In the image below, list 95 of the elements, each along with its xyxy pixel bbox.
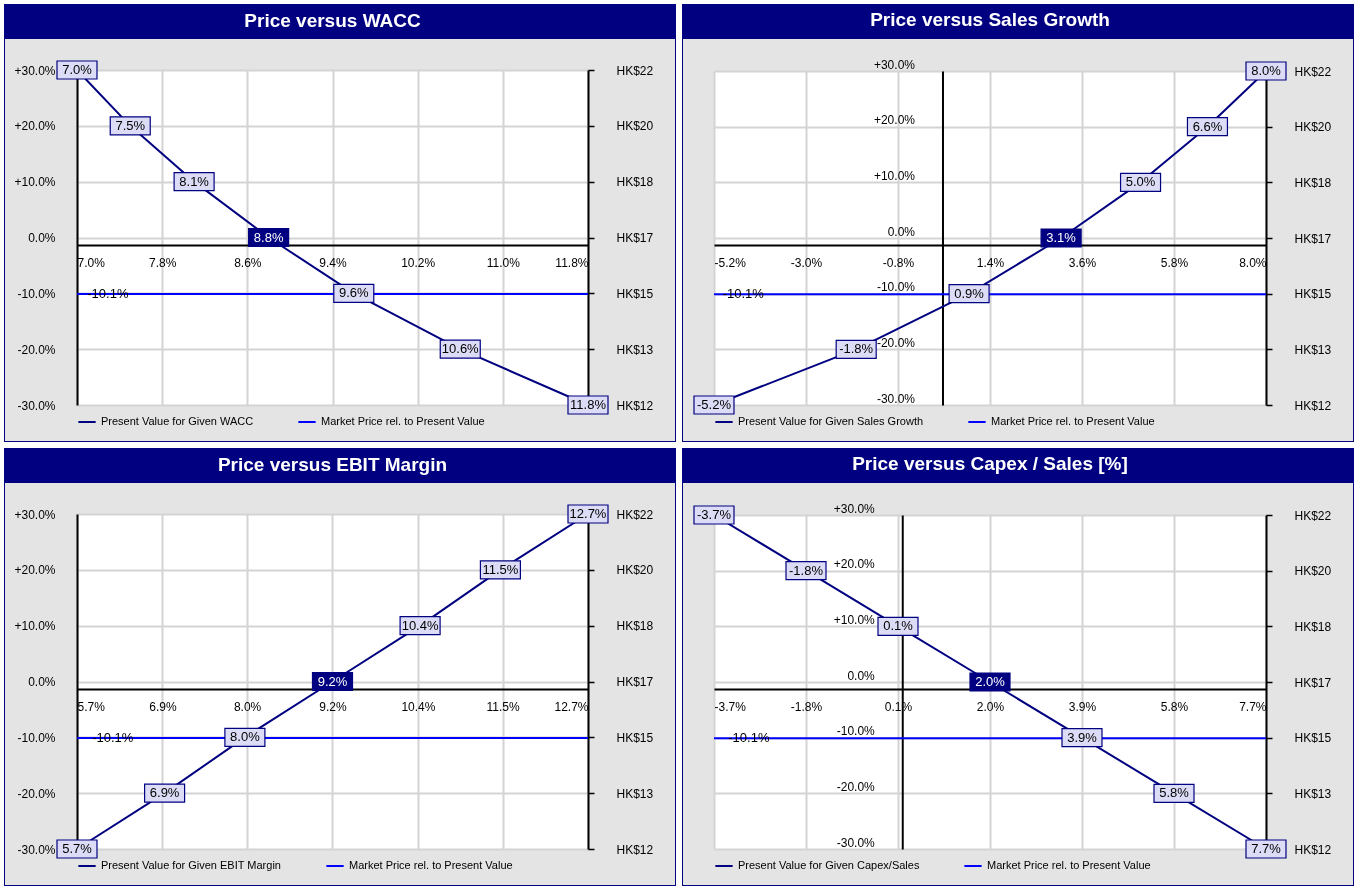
category-label: HK$20: [1294, 120, 1332, 135]
y-tick-label: -10.0%: [836, 724, 876, 739]
y-tick-label: -30.0%: [836, 835, 876, 850]
x-tick-label: 7.8%: [148, 255, 177, 270]
y-tick-label: +30.0%: [873, 57, 916, 72]
x-tick-label: -5.2%: [714, 255, 747, 270]
x-tick-label: 11.5%: [486, 699, 520, 714]
category-label: HK$18: [616, 619, 654, 634]
y-tick-label: +20.0%: [14, 563, 56, 578]
category-label: HK$15: [616, 286, 654, 301]
y-tick-label: -30.0%: [17, 398, 56, 413]
x-tick-label: 5.8%: [1160, 699, 1189, 714]
x-tick-label: 7.7%: [1239, 699, 1267, 714]
category-label: HK$22: [616, 507, 654, 522]
category-label: HK$15: [1294, 287, 1332, 302]
y-tick-label: +10.0%: [14, 619, 56, 634]
x-tick-label: -3.0%: [790, 255, 823, 270]
y-tick-label: -30.0%: [876, 391, 916, 406]
category-label: HK$12: [616, 398, 654, 413]
y-tick-label: 0.0%: [847, 668, 876, 683]
category-label: HK$18: [1294, 175, 1332, 190]
legend-label: Market Price rel. to Present Value: [349, 859, 513, 871]
y-tick-label: +20.0%: [14, 119, 56, 134]
y-tick-label: +20.0%: [873, 113, 916, 128]
category-label: HK$17: [616, 675, 654, 689]
category-label: HK$13: [1294, 786, 1332, 801]
x-tick-label: 8.0%: [1239, 255, 1267, 270]
category-label: HK$20: [616, 563, 654, 578]
x-tick-label: 11.0%: [486, 255, 521, 270]
x-tick-label: 7.0%: [77, 255, 106, 270]
category-label: HK$22: [616, 63, 654, 78]
y-tick-label: +30.0%: [14, 63, 56, 78]
category-label: HK$18: [616, 175, 654, 190]
category-label: HK$12: [1294, 842, 1332, 857]
category-label: HK$17: [1294, 675, 1332, 690]
category-label: HK$17: [1294, 231, 1332, 246]
chart-title: Price versus Sales Growth: [870, 9, 1110, 30]
y-tick-label: 0.0%: [28, 675, 56, 689]
category-label: HK$20: [1294, 564, 1332, 579]
category-label: HK$20: [616, 119, 654, 134]
x-tick-label: 11.8%: [555, 255, 589, 270]
x-tick-label: 6.9%: [149, 699, 177, 714]
category-label: HK$22: [1294, 64, 1332, 79]
y-tick-label: 0.0%: [887, 224, 916, 239]
legend-label: Present Value for Given EBIT Margin: [101, 859, 281, 871]
category-label: HK$15: [1294, 731, 1332, 746]
x-tick-label: 5.8%: [1160, 255, 1189, 270]
chart-title: Price versus WACC: [244, 9, 421, 31]
y-tick-label: +30.0%: [833, 501, 876, 516]
y-tick-label: +10.0%: [833, 612, 876, 627]
category-label: HK$17: [616, 231, 654, 245]
y-tick-label: -10.0%: [876, 280, 916, 295]
x-tick-label: 1.4%: [976, 255, 1005, 270]
y-tick-label: +30.0%: [14, 507, 56, 522]
y-tick-label: -20.0%: [17, 786, 56, 801]
y-tick-label: +20.0%: [833, 557, 876, 572]
x-tick-label: 12.7%: [554, 699, 589, 714]
legend-label: Market Price rel. to Present Value: [987, 859, 1151, 871]
x-tick-label: -1.8%: [790, 699, 823, 714]
y-tick-label: +10.0%: [14, 175, 56, 190]
x-tick-label: 10.2%: [401, 255, 436, 270]
category-label: HK$12: [1294, 398, 1332, 413]
x-tick-label: 9.4%: [319, 255, 347, 270]
legend-label: Market Price rel. to Present Value: [991, 415, 1155, 427]
category-label: HK$18: [1294, 619, 1332, 634]
category-label: HK$12: [616, 842, 654, 857]
x-tick-label: 3.9%: [1068, 699, 1097, 714]
category-label: HK$13: [616, 342, 654, 357]
y-tick-label: -30.0%: [17, 842, 56, 857]
category-label: HK$13: [1294, 342, 1332, 357]
y-tick-label: 0.0%: [28, 231, 56, 245]
category-label: HK$15: [616, 730, 654, 745]
x-tick-label: -3.7%: [714, 699, 747, 714]
legend-label: Present Value for Given Sales Growth: [738, 415, 924, 427]
category-label: HK$13: [616, 786, 654, 801]
chart-title: Price versus Capex / Sales [%]: [852, 453, 1128, 474]
legend-label: Present Value for Given Capex/Sales: [738, 859, 920, 871]
y-tick-label: -10.0%: [17, 286, 56, 301]
y-tick-label: +10.0%: [873, 168, 916, 183]
x-tick-label: -0.8%: [882, 255, 915, 270]
x-tick-label: 8.0%: [233, 699, 262, 714]
y-tick-label: -10.0%: [17, 730, 56, 745]
x-tick-label: 2.0%: [976, 699, 1005, 714]
category-label: HK$22: [1294, 508, 1332, 523]
x-tick-label: 8.6%: [234, 255, 262, 270]
x-tick-label: 9.2%: [319, 699, 347, 714]
chart-title: Price versus EBIT Margin: [217, 453, 448, 475]
x-tick-label: 5.7%: [77, 699, 106, 714]
x-tick-label: 3.6%: [1068, 255, 1097, 270]
y-tick-label: -20.0%: [17, 342, 56, 357]
legend-label: Market Price rel. to Present Value: [321, 415, 485, 427]
legend-label: Present Value for Given WACC: [101, 415, 254, 427]
y-tick-label: -20.0%: [876, 335, 916, 350]
x-tick-label: 10.4%: [401, 699, 436, 714]
y-tick-label: -20.0%: [836, 779, 876, 794]
